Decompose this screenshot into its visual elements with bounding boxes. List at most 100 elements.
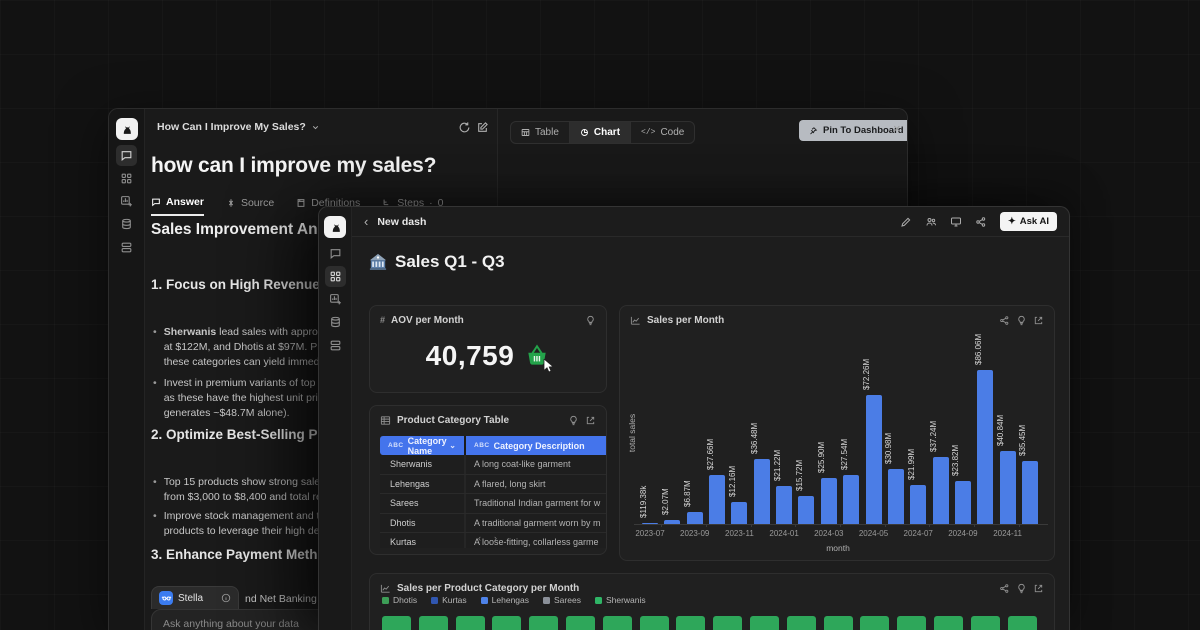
table-row[interactable]: Sherwanis A long coat-like garment xyxy=(380,455,606,475)
stacked-bar xyxy=(455,616,485,630)
legend-item-dhotis[interactable]: Dhotis xyxy=(382,595,417,605)
datasets-icon[interactable] xyxy=(116,237,137,258)
app-logo-icon[interactable] xyxy=(115,118,138,140)
chat-sidebar xyxy=(109,109,145,630)
app-logo-icon[interactable] xyxy=(324,216,346,238)
bullet-line: Improve stock management and targ xyxy=(163,510,335,522)
bar-value-label: $72.26M xyxy=(862,358,871,390)
table-row[interactable]: Sarees Traditional Indian garment for w xyxy=(380,494,606,514)
bar-2023-09 xyxy=(686,511,703,524)
share-icon[interactable] xyxy=(999,583,1010,594)
cell-category-name: Sherwanis xyxy=(380,455,466,474)
bar-value-label: $119.38k xyxy=(638,485,648,518)
share-icon[interactable] xyxy=(975,216,987,228)
tab-code-view[interactable]: </> Code xyxy=(641,127,685,138)
x-axis-label: month xyxy=(826,543,850,553)
back-chevron[interactable]: ‹ xyxy=(364,214,369,229)
present-icon[interactable] xyxy=(950,216,962,228)
edit-icon[interactable] xyxy=(900,216,912,228)
table-row[interactable]: Lehengas A flared, long skirt xyxy=(380,474,606,494)
close-icon[interactable]: × xyxy=(893,121,901,136)
stacked-bar xyxy=(823,616,853,630)
bar-2024-11 xyxy=(999,450,1016,524)
bar-value-label: $2.07M xyxy=(660,488,670,516)
lightbulb-icon[interactable] xyxy=(1016,583,1027,594)
tab-chart-view[interactable]: Chart xyxy=(569,122,632,143)
sparkle-icon: ✦ xyxy=(1007,216,1016,227)
database-icon[interactable] xyxy=(116,214,137,235)
bullet-icon: • xyxy=(153,510,157,522)
answer-bullet: • Improve stock management and targ produc… xyxy=(151,509,335,539)
thread-header[interactable]: How Can I Improve My Sales? xyxy=(157,119,489,135)
occluded-answer-text: nd Net Banking co xyxy=(245,593,331,605)
table-row[interactable]: Kurtas A loose-fitting, collarless garme xyxy=(380,533,606,548)
dash-sidebar xyxy=(319,207,352,630)
bar-value-label: $6.87M xyxy=(683,480,693,507)
chart-builder-icon[interactable] xyxy=(325,289,346,310)
chat-icon[interactable] xyxy=(116,145,137,166)
tab-source[interactable]: Source xyxy=(226,196,274,216)
sales-bar-chart: total sales month $119.38k 2023-07 $2.07M $… xyxy=(620,306,1054,560)
chart-builder-icon[interactable] xyxy=(116,191,137,212)
trend-icon xyxy=(380,584,390,593)
legend-item-sarees[interactable]: Sarees xyxy=(543,595,581,605)
table-row[interactable]: Dhotis A traditional garment worn by m xyxy=(380,513,606,533)
refresh-icon[interactable] xyxy=(458,121,471,134)
legend-swatch xyxy=(431,596,439,604)
lightbulb-icon[interactable] xyxy=(568,415,579,426)
chat-icon[interactable] xyxy=(325,243,346,264)
bar-value-label: $36.48M xyxy=(750,422,760,454)
chart-view-icon xyxy=(580,129,588,136)
lightbulb-icon[interactable] xyxy=(585,315,596,326)
share-icon[interactable] xyxy=(999,315,1010,326)
stacked-bar xyxy=(1007,616,1037,630)
answer-bullet: • Top 15 products show strong sales in fro… xyxy=(151,475,336,505)
pin-to-dashboard-button[interactable]: Pin To Dashboard xyxy=(799,120,907,141)
datasets-icon[interactable] xyxy=(325,335,346,356)
steps-tab-icon xyxy=(383,199,389,206)
expand-icon[interactable] xyxy=(1033,583,1044,594)
x-tick-label: 2024-07 xyxy=(903,529,933,538)
bar-value-label: $27.66M xyxy=(705,438,715,470)
column-header-description[interactable]: ABC Category Description xyxy=(466,436,606,455)
x-tick-label: 2024-09 xyxy=(948,529,978,538)
col-scroll-right[interactable]: › xyxy=(494,533,497,543)
bullet-icon: • xyxy=(153,476,157,488)
ask-ai-button[interactable]: ✦ Ask AI xyxy=(999,212,1057,231)
stella-logo-icon xyxy=(159,591,173,605)
lightbulb-icon[interactable] xyxy=(1016,315,1027,326)
cell-category-name: Dhotis xyxy=(380,513,466,532)
legend-swatch xyxy=(382,596,389,604)
aov-value: 40,759 xyxy=(425,340,515,371)
compose-icon[interactable] xyxy=(476,121,489,134)
answer-bullet: • Invest in premium variants of top selli… xyxy=(151,376,336,421)
legend-item-kurtas[interactable]: Kurtas xyxy=(431,595,467,605)
bar-2024-08 xyxy=(932,457,949,524)
answer-section-title: 1. Focus on High Revenue Produ xyxy=(151,277,363,292)
view-switcher: Table Chart </> Code xyxy=(510,121,696,144)
info-icon[interactable] xyxy=(221,593,231,603)
legend-item-lehengas[interactable]: Lehengas xyxy=(480,595,529,605)
bar-value-label: $25.90M xyxy=(817,441,827,473)
bar-value-label: $35.45M xyxy=(1018,424,1028,456)
members-icon[interactable] xyxy=(925,216,937,228)
column-header-name[interactable]: ABC Category Name ⌄ xyxy=(380,436,466,456)
cell-category-name: Sarees xyxy=(380,494,466,513)
expand-icon[interactable] xyxy=(1033,315,1044,326)
x-axis-line xyxy=(634,524,1048,525)
col-scroll-left[interactable]: ‹ xyxy=(478,533,481,543)
expand-icon[interactable] xyxy=(585,415,596,426)
dash-header: ‹ New dash ✦ Ask AI xyxy=(352,207,1069,237)
database-icon[interactable] xyxy=(325,312,346,333)
legend-item-sherwanis[interactable]: Sherwanis xyxy=(594,595,646,605)
bar-2023-08 xyxy=(664,520,681,524)
bar-2024-09 xyxy=(954,481,971,524)
cell-category-name: Kurtas xyxy=(380,533,466,548)
dashboards-icon[interactable] xyxy=(324,266,346,287)
tab-answer[interactable]: Answer xyxy=(151,196,204,216)
aov-card: # AOV per Month 40,759 xyxy=(369,305,607,393)
dashboards-icon[interactable] xyxy=(116,168,137,189)
stacked-bar xyxy=(676,616,706,630)
tab-table-view[interactable]: Table xyxy=(511,122,570,143)
stella-chip[interactable]: Stella xyxy=(151,586,239,609)
